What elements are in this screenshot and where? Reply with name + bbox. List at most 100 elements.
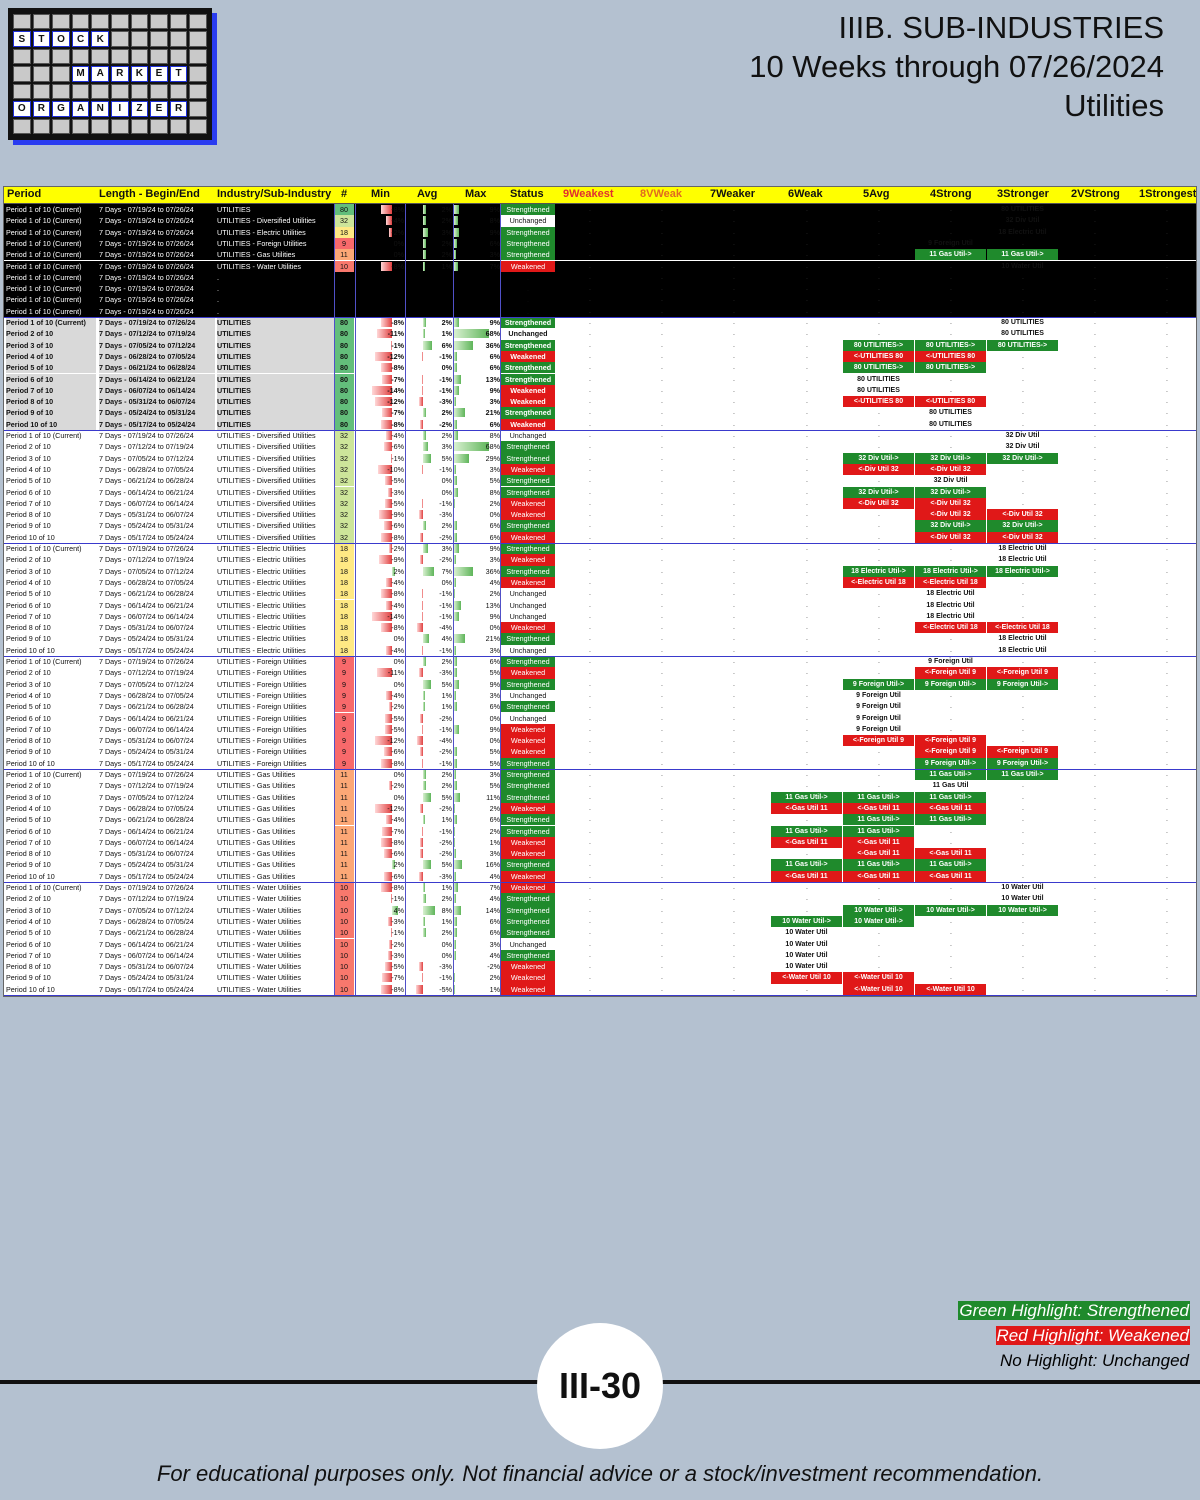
empty-level-marker: . (589, 838, 591, 846)
avg-value: 2% (441, 781, 452, 791)
level-cell-4: <-Foreign Util 9 (915, 667, 986, 679)
empty-level-marker: . (1166, 454, 1168, 462)
empty-level-marker: . (1022, 420, 1024, 428)
length-cell: 7 Days - 05/31/24 to 06/07/24 (99, 962, 194, 972)
min-value: 0% (393, 770, 404, 779)
length-cell: 7 Days - 05/24/24 to 05/31/24 (99, 747, 194, 757)
status-badge: Strengthened (501, 915, 555, 928)
empty-level-marker: . (1166, 296, 1168, 304)
min-value: 4% (393, 905, 404, 915)
level-cell-5: 10 Water Util-> (843, 915, 914, 928)
table-row: Period 1 of 10 (Current) 7 Days - 07/19/2… (4, 543, 1196, 555)
empty-level-marker: . (1166, 319, 1168, 326)
status-badge: Weakened (501, 509, 555, 521)
col-header-avg: Avg (417, 188, 438, 200)
empty-level-marker: . (661, 748, 663, 756)
level-cell-5: <-Water Util 10 (843, 983, 914, 995)
period-cell: Period 7 of 10 (6, 611, 51, 621)
count-cell: 11 (334, 769, 354, 781)
empty-level-marker: . (1022, 963, 1024, 971)
table-row: Period 5 of 10 7 Days - 06/21/24 to 06/28… (4, 588, 1196, 600)
empty-level-marker: . (661, 669, 663, 677)
status-badge: Strengthened (501, 362, 555, 374)
length-cell: 7 Days - 06/14/24 to 06/21/24 (99, 373, 215, 385)
empty-level-marker: . (1166, 804, 1168, 812)
length-cell: 7 Days - 06/07/24 to 06/14/24 (99, 611, 194, 621)
max-bar (454, 205, 459, 214)
max-bar (454, 894, 457, 904)
logo-blank-tile (32, 48, 51, 65)
length-cell: 7 Days - 06/21/24 to 06/28/24 (99, 815, 194, 825)
avg-value: -1% (439, 385, 452, 395)
period-cell: Period 6 of 10 (6, 713, 51, 723)
empty-level-marker: . (1166, 725, 1168, 733)
length-cell: 7 Days - 07/12/24 to 07/19/24 (99, 894, 194, 904)
min-bar (386, 577, 392, 587)
level-cell-4: <-Div Util 32 (915, 531, 986, 543)
length-cell: 7 Days - 06/07/24 to 06/14/24 (99, 498, 194, 508)
industry-cell: UTILITIES - Water Utilities (217, 973, 301, 983)
min-bar (375, 351, 392, 361)
empty-level-marker: . (1022, 725, 1024, 733)
max-value: 5% (489, 781, 500, 791)
count-cell: 9 (334, 237, 354, 250)
empty-level-marker: . (878, 251, 880, 259)
empty-level-marker: . (1022, 929, 1024, 937)
min-value: -10% (387, 464, 404, 474)
empty-level-marker: . (661, 432, 663, 439)
count-cell: 18 (334, 543, 354, 555)
empty-level-marker: . (1094, 319, 1096, 326)
empty-level-marker: . (1022, 850, 1024, 858)
table-row: Period 1 of 10 (Current) 7 Days - 07/19/2… (4, 769, 1196, 781)
empty-level-marker: . (1094, 782, 1096, 790)
period-cell: Period 8 of 10 (6, 510, 51, 520)
logo-letter: S (13, 31, 31, 47)
empty-level-marker: . (589, 511, 591, 519)
empty-level-marker: . (878, 443, 880, 451)
empty-level-marker: . (733, 262, 735, 270)
empty-level-marker: . (878, 477, 880, 485)
empty-level-marker: . (1022, 951, 1024, 959)
avg-bar (421, 589, 423, 599)
length-cell: 7 Days - 06/07/24 to 06/14/24 (99, 837, 194, 847)
status-badge: Weakened (501, 723, 555, 736)
empty-level-marker: . (589, 251, 591, 259)
empty-level-marker: . (589, 884, 591, 891)
table-row: Period 9 of 10 7 Days - 05/24/24 to 05/31… (4, 407, 1196, 419)
length-cell: 7 Days - 07/12/24 to 07/19/24 (99, 555, 194, 565)
empty-level-marker: . (1166, 488, 1168, 496)
empty-level-marker: . (733, 578, 735, 586)
table-row: Period 1 of 10 (Current) 7 Days - 07/19/2… (4, 430, 1196, 442)
empty-level-marker: . (589, 285, 591, 293)
empty-level-marker: . (1166, 262, 1168, 270)
avg-value: 3% (441, 442, 452, 452)
min-bar (389, 227, 392, 237)
empty-level-marker: . (661, 680, 663, 688)
empty-level-marker: . (1094, 285, 1096, 293)
empty-level-marker: . (950, 217, 952, 225)
empty-level-marker: . (878, 556, 880, 564)
table-header-row: Period Length - Begin/End Industry/Sub-I… (4, 187, 1196, 204)
avg-value: -1% (439, 826, 452, 836)
min-value: -11% (387, 329, 404, 339)
empty-level-marker: . (1094, 793, 1096, 801)
avg-bar (423, 905, 435, 915)
empty-level-marker: . (878, 748, 880, 756)
period-cell: Period 4 of 10 (6, 916, 51, 926)
empty-level-marker: . (878, 963, 880, 971)
empty-level-marker: . (806, 782, 808, 790)
empty-level-marker: . (806, 612, 808, 620)
level-cell-6: 11 Gas Util-> (771, 791, 842, 803)
count-cell: 32 (334, 520, 354, 532)
avg-bar (421, 600, 423, 610)
empty-level-marker: . (589, 669, 591, 677)
status-badge: Weakened (501, 497, 555, 510)
avg-bar (423, 566, 434, 576)
empty-level-marker: . (733, 364, 735, 372)
status-badge: Weakened (501, 848, 555, 860)
empty-level-marker: . (950, 725, 952, 733)
empty-level-marker: . (1166, 341, 1168, 349)
logo-letter: M (71, 66, 90, 82)
max-bar (454, 385, 459, 395)
length-cell: 7 Days - 07/19/24 to 07/26/24 (99, 544, 194, 553)
